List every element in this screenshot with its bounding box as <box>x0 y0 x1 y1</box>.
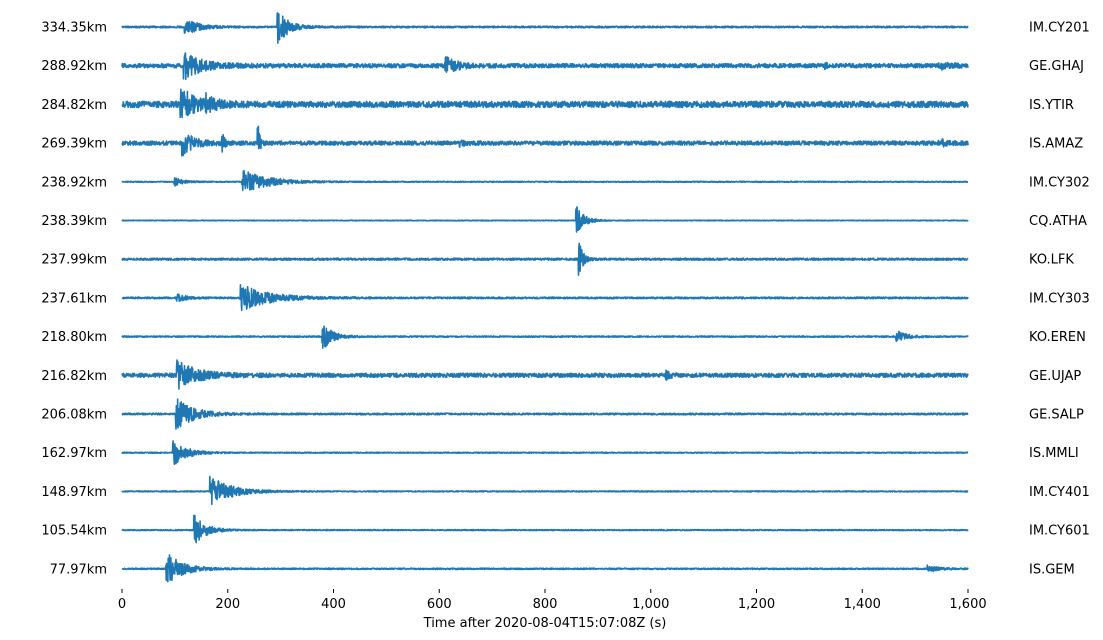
x-tick-label: 1,600 <box>949 597 986 612</box>
station-label: GE.UJAP <box>1029 369 1081 384</box>
station-label: IM.CY303 <box>1029 291 1090 306</box>
station-label: IM.CY302 <box>1029 175 1090 190</box>
x-tick-label: 800 <box>533 597 558 612</box>
distance-label: 148.97km <box>41 485 107 500</box>
waveform-trace <box>121 12 969 44</box>
distance-label: 237.61km <box>41 291 107 306</box>
station-label: IS.AMAZ <box>1029 137 1083 152</box>
distance-label: 237.99km <box>41 253 107 268</box>
waveform-trace <box>121 440 969 465</box>
waveform-trace <box>121 475 969 506</box>
station-label: CQ.ATHA <box>1029 214 1087 229</box>
distance-label: 216.82km <box>41 369 107 384</box>
waveform-trace <box>121 88 969 119</box>
waveform-trace <box>121 554 969 583</box>
x-tick-label: 200 <box>215 597 240 612</box>
distance-label: 162.97km <box>41 446 107 461</box>
distance-label: 77.97km <box>50 562 107 577</box>
x-axis: 0 200 400 600 800 1,000 1,200 1,400 1,600 <box>118 589 987 612</box>
distance-label: 288.92km <box>41 59 107 74</box>
station-label: IS.YTIR <box>1029 98 1074 113</box>
waveform-trace <box>121 125 969 157</box>
waveform-trace <box>121 514 969 544</box>
waveform-trace <box>121 359 969 390</box>
distance-label: 206.08km <box>41 408 107 423</box>
station-label: GE.GHAJ <box>1029 59 1084 74</box>
waveform-trace <box>121 284 969 312</box>
distance-label: 334.35km <box>41 21 107 36</box>
waveform-trace <box>121 325 969 349</box>
x-tick-label: 1,000 <box>632 597 669 612</box>
station-label: KO.EREN <box>1029 330 1086 345</box>
x-tick-label: 1,200 <box>738 597 775 612</box>
x-tick-label: 400 <box>321 597 346 612</box>
x-tick-label: 1,400 <box>844 597 881 612</box>
waveform-trace <box>121 206 969 233</box>
station-label: IM.CY601 <box>1029 524 1090 539</box>
station-label: GE.SALP <box>1029 408 1084 423</box>
distance-label: 238.92km <box>41 175 107 190</box>
distance-label: 105.54km <box>41 524 107 539</box>
x-axis-label: Time after 2020-08-04T15:07:08Z (s) <box>423 616 667 631</box>
station-label: KO.LFK <box>1029 253 1074 268</box>
waveform-trace <box>121 170 969 192</box>
waveform-trace <box>121 398 969 430</box>
x-tick-label: 0 <box>118 597 126 612</box>
distance-label: 238.39km <box>41 214 107 229</box>
waveform-trace <box>121 242 969 276</box>
station-label: IS.MMLI <box>1029 446 1079 461</box>
station-label: IM.CY401 <box>1029 485 1090 500</box>
x-tick-label: 600 <box>427 597 452 612</box>
waveform-trace <box>121 52 969 81</box>
station-label: IM.CY201 <box>1029 21 1090 36</box>
distance-label: 284.82km <box>41 98 107 113</box>
distance-label: 218.80km <box>41 330 107 345</box>
traces-group: 334.35km IM.CY201 288.92km GE.GHAJ 284.82km I… <box>41 12 1090 583</box>
station-label: IS.GEM <box>1029 562 1075 577</box>
distance-label: 269.39km <box>41 137 107 152</box>
